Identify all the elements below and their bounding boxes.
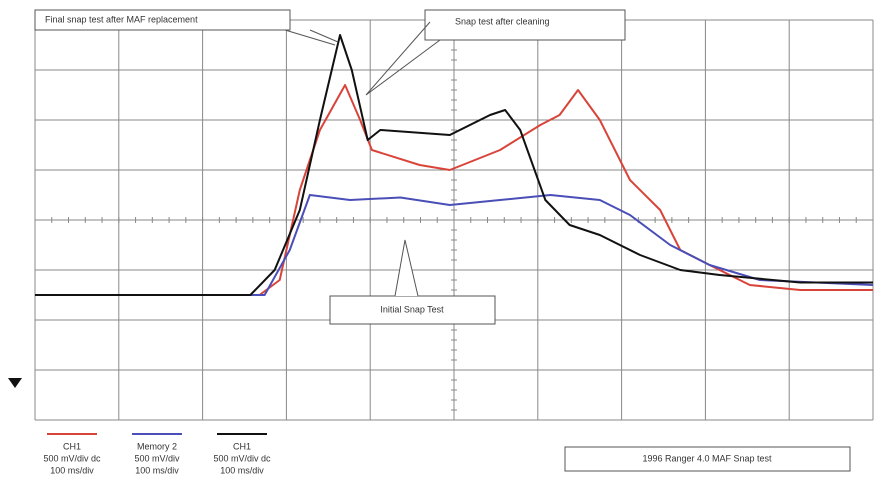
legend-scale: 500 mV/div: [134, 453, 180, 463]
background: [0, 0, 881, 493]
annotation: Snap test after cleaning: [455, 16, 550, 26]
legend-label: Memory 2: [137, 441, 177, 451]
legend-label: CH1: [63, 441, 81, 451]
caption: 1996 Ranger 4.0 MAF Snap test: [642, 453, 772, 463]
annotation: Final snap test after MAF replacement: [45, 14, 198, 24]
legend-scale: 500 mV/div dc: [43, 453, 101, 463]
chart: Final snap test after MAF replacement Sn…: [0, 0, 881, 493]
annotation: Initial Snap Test: [380, 304, 444, 314]
legend-timebase: 100 ms/div: [135, 465, 179, 475]
legend-scale: 500 mV/div dc: [213, 453, 271, 463]
legend-timebase: 100 ms/div: [220, 465, 264, 475]
legend-label: CH1: [233, 441, 251, 451]
legend-timebase: 100 ms/div: [50, 465, 94, 475]
